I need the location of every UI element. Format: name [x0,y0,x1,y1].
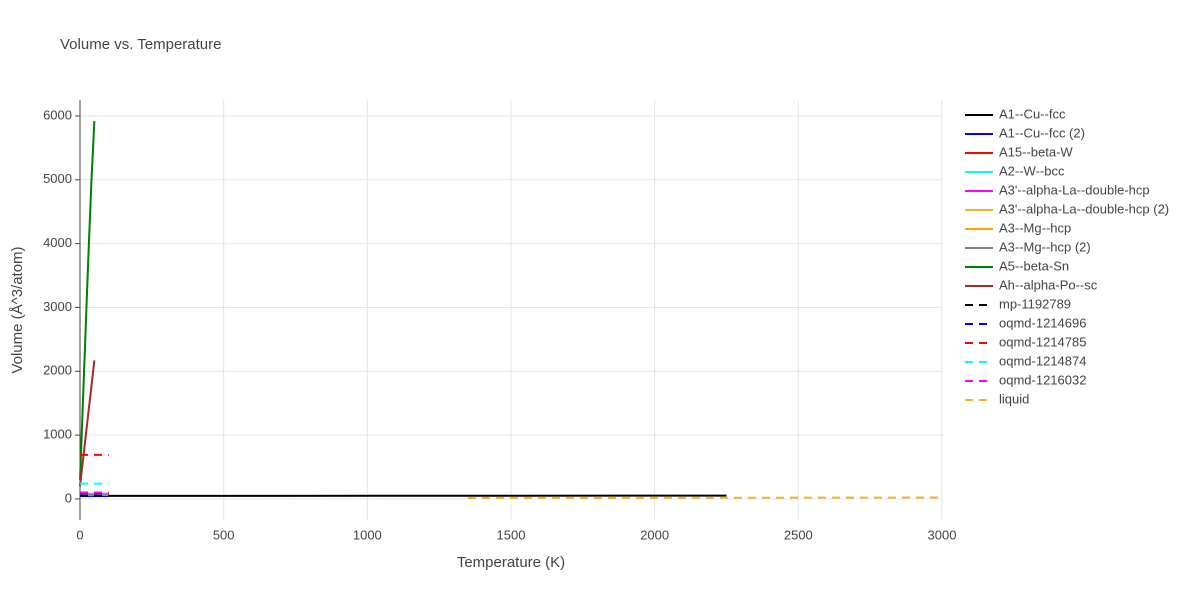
y-tick-label: 3000 [43,299,72,314]
x-tick-label: 0 [76,527,83,542]
legend-label: Ah--alpha-Po--sc [999,277,1098,292]
y-tick-label: 6000 [43,107,72,122]
x-axis-label: Temperature (K) [457,554,565,571]
legend-label: A3--Mg--hcp (2) [999,239,1091,254]
y-tick-label: 1000 [43,427,72,442]
legend-label: A3--Mg--hcp [999,220,1071,235]
legend-label: A15--beta-W [999,144,1073,159]
legend-label: A3'--alpha-La--double-hcp [999,182,1150,197]
legend-label: A5--beta-Sn [999,258,1069,273]
y-tick-label: 2000 [43,363,72,378]
y-tick-label: 0 [65,490,72,505]
y-axis-label: Volume (Å^3/atom) [9,246,26,373]
legend-label: oqmd-1214785 [999,334,1086,349]
legend-label: liquid [999,391,1029,406]
legend-label: oqmd-1216032 [999,372,1086,387]
legend-label: mp-1192789 [999,296,1071,311]
legend-label: A2--W--bcc [999,163,1065,178]
y-tick-label: 5000 [43,171,72,186]
x-tick-label: 1500 [497,527,526,542]
legend-label: oqmd-1214696 [999,315,1086,330]
x-tick-label: 1000 [353,527,382,542]
x-tick-label: 2500 [784,527,813,542]
legend-label: A1--Cu--fcc (2) [999,125,1085,140]
legend-label: oqmd-1214874 [999,353,1086,368]
legend-label: A3'--alpha-La--double-hcp (2) [999,201,1169,216]
x-tick-label: 2000 [640,527,669,542]
x-tick-label: 500 [213,527,235,542]
x-tick-label: 3000 [928,527,957,542]
y-tick-label: 4000 [43,235,72,250]
legend-label: A1--Cu--fcc [999,106,1066,121]
chart-title: Volume vs. Temperature [60,36,221,53]
